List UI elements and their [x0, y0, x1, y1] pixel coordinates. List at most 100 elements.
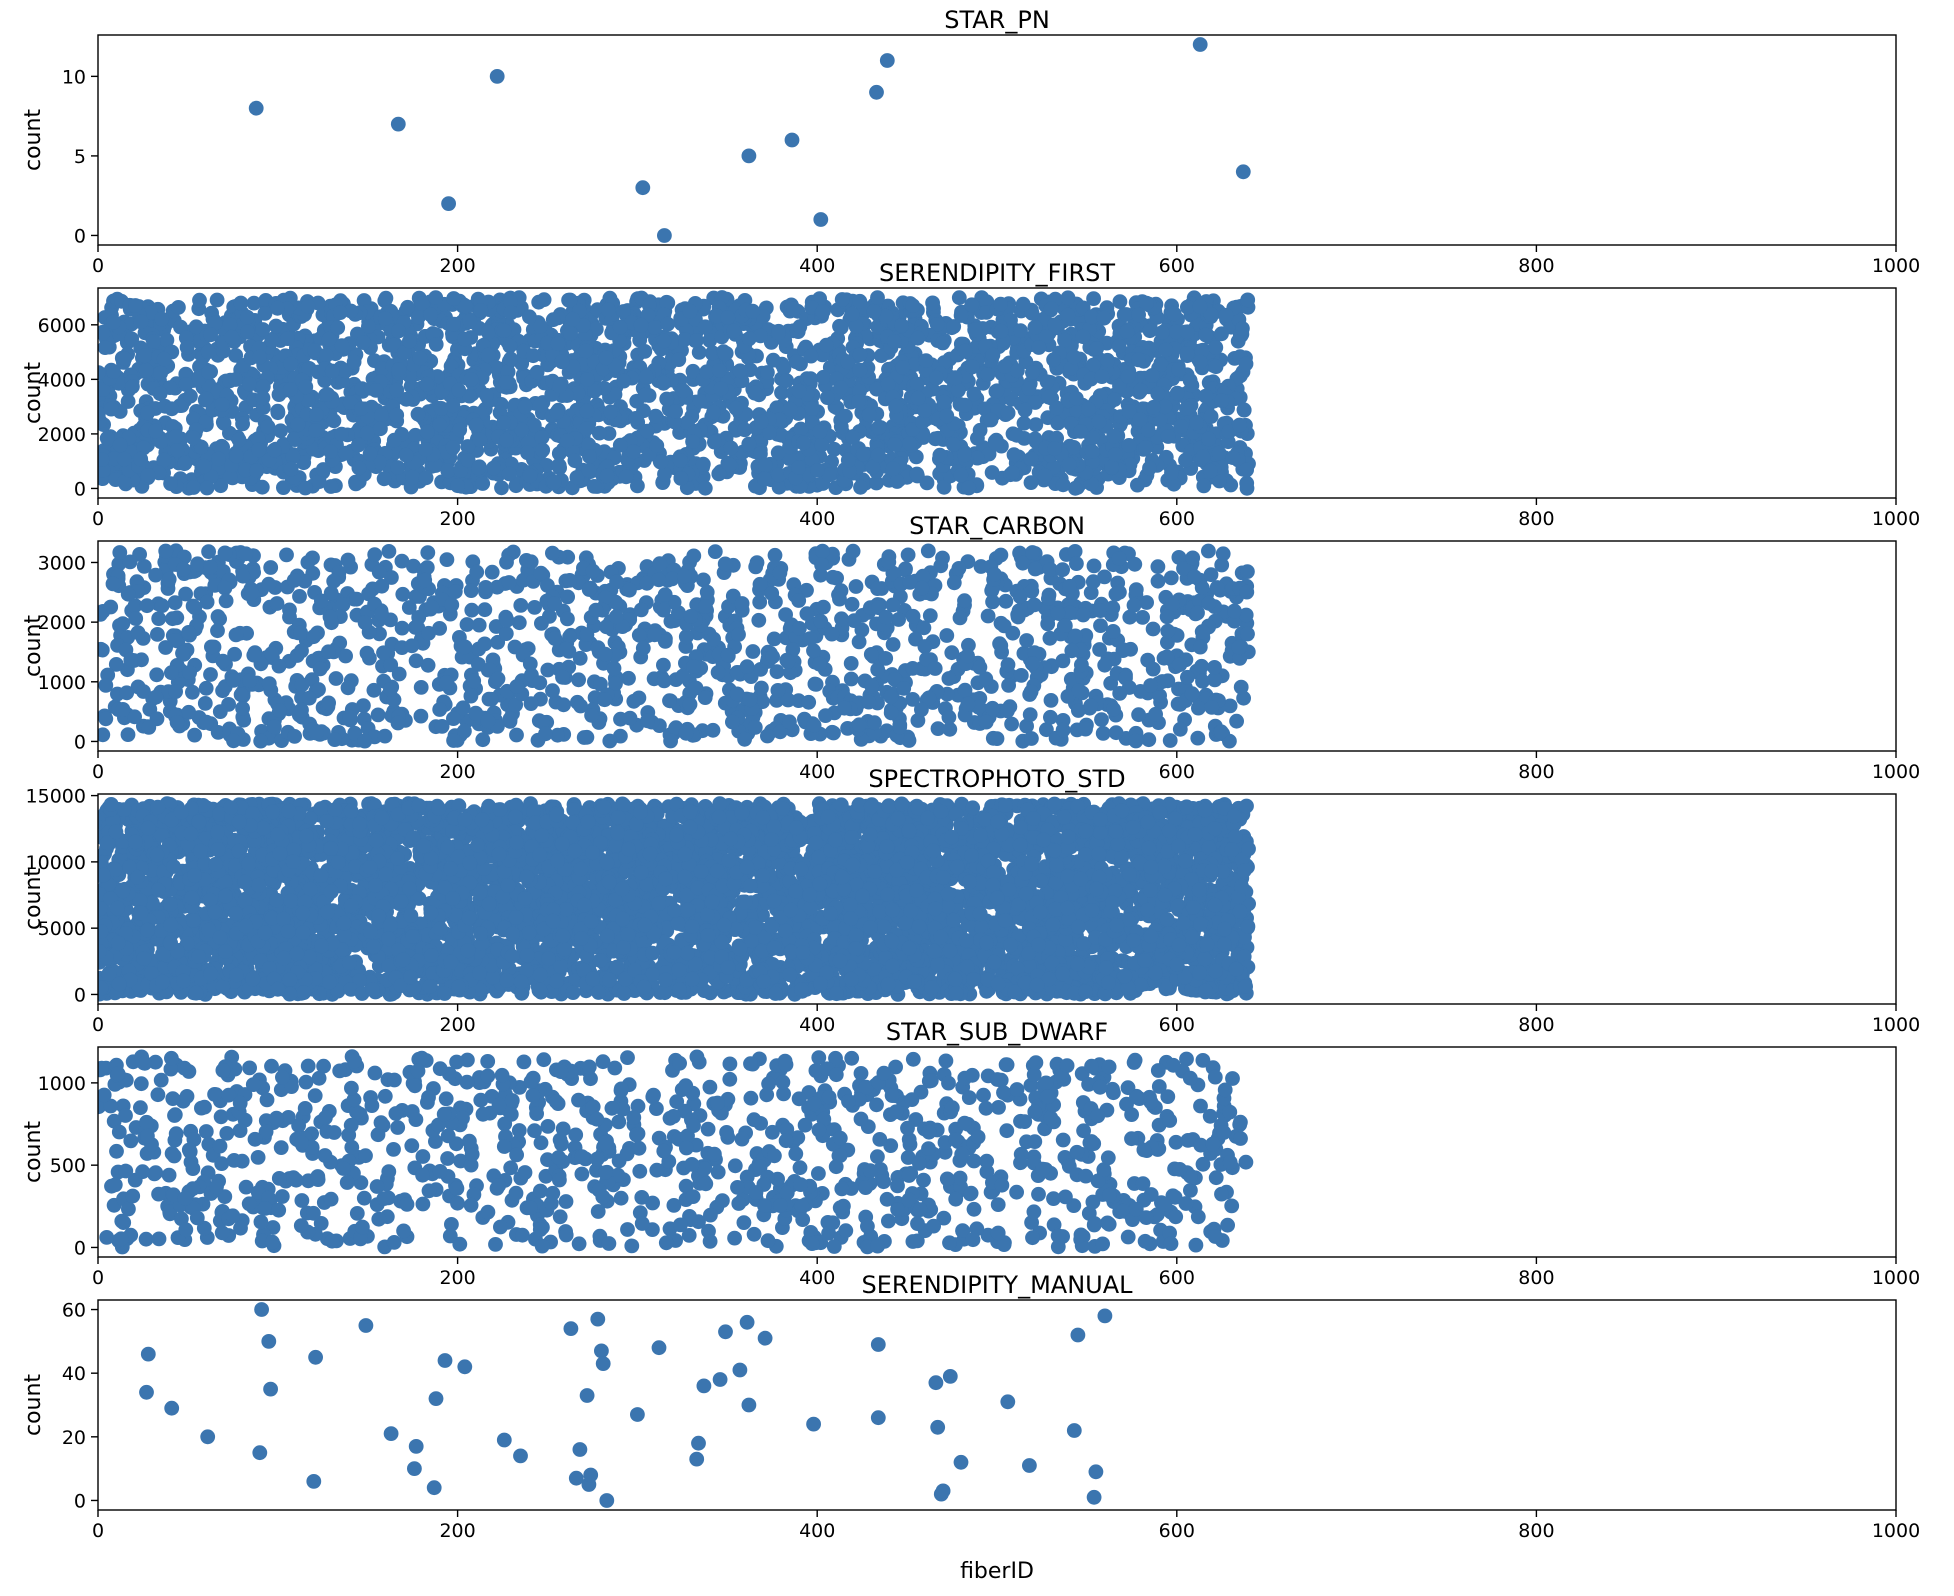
data-point	[1068, 391, 1084, 406]
data-point	[922, 608, 938, 623]
plot-frame	[97, 287, 1897, 499]
data-point	[880, 376, 896, 392]
data-point	[770, 445, 786, 461]
data-point	[786, 301, 801, 317]
data-point	[1025, 545, 1040, 560]
data-point	[558, 641, 574, 657]
data-point	[585, 563, 601, 579]
data-point	[1126, 597, 1142, 613]
data-point	[616, 373, 632, 389]
data-point	[1027, 561, 1043, 577]
data-point	[152, 386, 168, 402]
data-point	[722, 457, 738, 473]
y-tick-label: 4000	[38, 369, 86, 391]
data-point	[321, 331, 337, 347]
data-point	[677, 332, 692, 347]
data-point	[1166, 306, 1182, 322]
data-point	[1195, 673, 1210, 689]
data-point	[870, 447, 886, 463]
data-point	[599, 619, 614, 635]
data-point	[413, 680, 429, 695]
data-point	[998, 593, 1014, 609]
data-point	[200, 344, 216, 360]
data-point	[270, 300, 285, 316]
data-point	[639, 423, 655, 439]
data-point	[879, 53, 895, 68]
data-point	[522, 309, 537, 325]
data-point	[1128, 733, 1144, 749]
data-point	[347, 725, 363, 741]
data-point	[711, 466, 727, 482]
data-point	[246, 295, 262, 311]
data-point	[480, 347, 496, 363]
data-point	[1083, 698, 1099, 714]
data-point	[484, 564, 500, 580]
data-point	[1201, 543, 1216, 559]
data-point	[535, 442, 551, 458]
data-point	[1066, 440, 1082, 455]
data-point	[1027, 431, 1043, 447]
data-point	[522, 468, 538, 484]
data-point	[675, 383, 691, 399]
data-point	[843, 656, 859, 671]
data-point	[647, 320, 663, 335]
data-point	[812, 656, 827, 672]
data-point	[1184, 686, 1200, 702]
data-point	[985, 700, 1000, 716]
data-point	[477, 636, 493, 652]
data-point	[136, 559, 152, 574]
data-point	[1111, 551, 1127, 566]
data-point	[494, 480, 509, 496]
data-point	[951, 290, 967, 306]
data-point	[581, 462, 597, 478]
data-point	[737, 422, 753, 438]
data-point	[1075, 607, 1091, 623]
data-point	[514, 422, 530, 438]
data-point	[582, 449, 597, 464]
data-point	[894, 318, 909, 333]
data-point	[580, 372, 595, 387]
data-point	[141, 720, 157, 735]
data-point	[571, 672, 586, 688]
data-point	[133, 451, 149, 467]
data-point	[1203, 409, 1219, 424]
data-point	[323, 444, 338, 459]
data-point	[203, 469, 219, 485]
data-point	[1116, 642, 1132, 658]
data-point	[993, 323, 1009, 339]
data-point	[264, 332, 280, 348]
data-point	[1024, 583, 1040, 599]
data-point	[647, 627, 662, 643]
data-point	[209, 292, 225, 308]
data-point	[936, 394, 952, 410]
data-point	[432, 621, 447, 636]
data-point	[334, 426, 349, 442]
data-point	[377, 728, 393, 744]
data-point	[1105, 600, 1121, 616]
data-point	[608, 676, 623, 691]
data-point	[120, 727, 136, 742]
data-point	[1196, 478, 1212, 494]
data-point	[1057, 332, 1072, 348]
data-point	[1194, 580, 1210, 596]
data-point	[1131, 307, 1146, 323]
data-point	[210, 623, 225, 639]
data-point	[371, 564, 387, 580]
data-point	[452, 422, 468, 438]
data-point	[186, 480, 201, 495]
data-point	[489, 69, 505, 84]
data-point	[1145, 661, 1161, 677]
data-point	[885, 597, 901, 613]
data-point	[159, 332, 175, 348]
data-point	[1122, 609, 1138, 625]
data-point	[969, 450, 985, 466]
data-point	[821, 467, 837, 483]
data-point	[103, 401, 119, 417]
data-point	[1091, 414, 1107, 430]
data-point	[732, 363, 748, 379]
data-point	[233, 295, 249, 311]
data-point	[1153, 357, 1169, 373]
data-point	[909, 466, 925, 482]
data-point	[1169, 385, 1185, 401]
data-point	[810, 463, 825, 478]
